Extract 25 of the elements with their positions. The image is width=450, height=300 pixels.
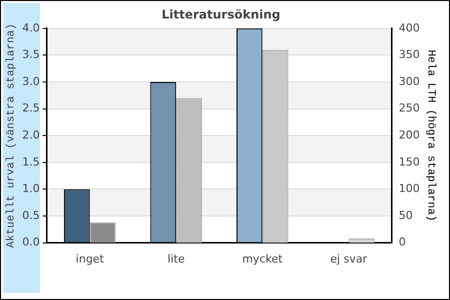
y2-tick-label: 350	[398, 48, 420, 62]
y2-tick-label: 300	[398, 74, 420, 88]
y2-tick-label: 100	[398, 182, 420, 196]
x-tick-label: mycket	[242, 252, 284, 266]
y-axis-title: Aktuellt urval (vänstra staplarna)	[6, 23, 18, 248]
y-tick-label: 0.0	[22, 236, 40, 249]
y2-tick-label: 250	[398, 102, 420, 115]
y-tick-label: 1.5	[22, 155, 40, 168]
y-tick-label: 0.5	[22, 208, 40, 222]
y2-tick-label: 0	[398, 236, 406, 249]
y-tick-label: 2.5	[22, 102, 40, 115]
y-tick-label: 3.0	[22, 74, 40, 88]
y2-tick-label: 400	[398, 21, 420, 34]
chart-title: Litteratursökning	[162, 7, 280, 22]
y2-axis-title: Hela LTH (högra staplarna)	[424, 50, 436, 222]
y-tick-label: 1.0	[22, 182, 40, 196]
x-tick-label: ej svar	[330, 252, 368, 266]
y-tick-label: 4.0	[22, 21, 40, 34]
y-tick-label: 3.5	[22, 48, 40, 62]
x-tick-label: inget	[76, 252, 105, 266]
y2-tick-label: 200	[398, 128, 420, 142]
y-tick-label: 2.0	[22, 128, 40, 142]
x-tick-label: lite	[168, 252, 185, 266]
y2-tick-label: 50	[398, 208, 413, 222]
y2-tick-label: 150	[398, 155, 420, 168]
